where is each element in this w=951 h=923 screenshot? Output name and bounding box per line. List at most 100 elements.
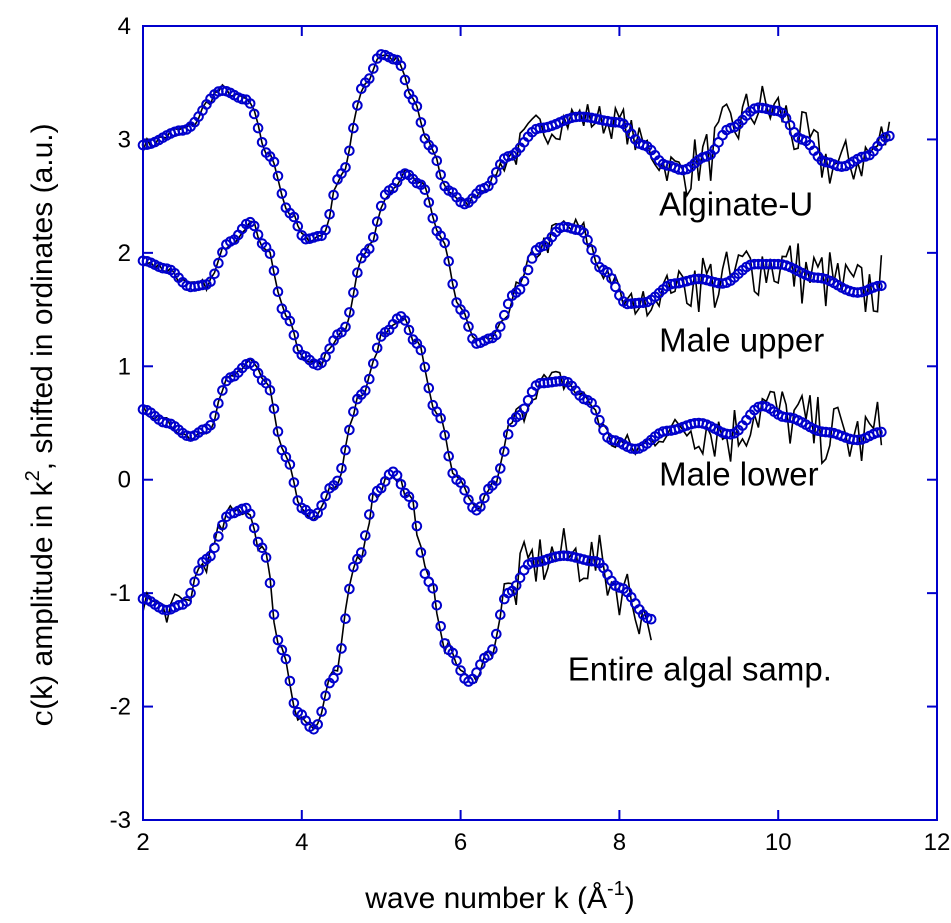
fit-point [332,475,343,487]
fit-point [205,276,216,288]
fit-point [419,361,431,373]
fit-point [272,286,284,298]
y-tick-label: 1 [118,353,131,380]
y-tick-label: 3 [118,126,131,153]
fit-point [264,577,276,589]
fit-point [399,315,411,326]
fit-point [284,675,296,687]
fit-point [356,547,367,558]
fit-point [459,309,470,320]
fit-point [387,53,399,65]
fit-point [264,385,276,396]
x-tick-label: 6 [454,829,467,856]
fit-point [244,508,256,520]
plot-frame [142,25,938,821]
fit-point [495,609,506,621]
fit-point [336,463,347,474]
fit-point [213,397,224,409]
fit-point [288,477,300,488]
fit-point [213,531,224,542]
fit-point [431,155,443,167]
fit-point [312,719,324,730]
y-tick-label: 4 [118,13,131,40]
fit-point [399,74,411,86]
x-tick-label: 10 [765,829,792,856]
fit-point [193,565,204,576]
fit-point [344,424,355,436]
fit-point [522,395,534,406]
fit-point [411,520,423,532]
fit-point [368,63,379,74]
fit-point [340,162,351,173]
fit-point [415,344,427,356]
fit-point [360,530,371,541]
fit-point [324,209,335,220]
fit-point [447,278,459,290]
fit-point [411,101,423,112]
fit-point [320,224,331,236]
fit-point [872,427,883,438]
fit-point [586,244,597,256]
fit-point [328,189,339,201]
fit-point [606,273,617,284]
fit-point [340,613,351,625]
fit-point [252,229,264,240]
fit-point [344,145,355,157]
fit-point [352,100,363,111]
fit-point [463,321,474,332]
fit-point [272,634,284,646]
fit-point [368,232,379,243]
fit-point [280,653,292,665]
fit-point [499,446,510,457]
series-label: Entire algal samp. [568,650,832,687]
fit-point [435,621,447,632]
fit-point [495,321,506,332]
x-tick-label: 8 [613,829,626,856]
y-tick-label: 0 [118,467,131,494]
fit-point [590,404,601,416]
fit-point [348,406,359,418]
fit-point [645,613,657,625]
fit-point [415,547,427,558]
fit-point [876,426,887,438]
series-label: Alginate-U [659,185,813,222]
fit-point [435,412,447,424]
fit-point [431,600,443,611]
fit-point [459,485,470,496]
fit-point [276,644,288,656]
y-tick-label: 2 [118,240,131,267]
fit-point [248,220,260,232]
fit-point [479,492,490,504]
fit-point [324,343,335,355]
fit-point [491,475,502,487]
fit-point [236,93,248,105]
fit-point [451,655,462,667]
fit-point [439,429,451,441]
fit-point [316,706,327,717]
fit-point [348,561,359,573]
fit-point [185,587,196,599]
fit-point [217,247,228,258]
y-tick-label: -2 [110,694,131,721]
fit-point [348,122,359,134]
fit-point [268,156,280,168]
x-tick-label: 2 [136,829,149,856]
fit-point [256,542,268,554]
fit-point [391,470,403,481]
fit-point [236,503,248,515]
x-axis-label: wave number k (Å-1) [364,878,635,915]
fit-point [407,499,419,511]
fit-point [364,373,375,385]
fit-point [475,501,486,513]
fit-point [288,211,300,223]
fit-point [189,576,200,588]
fit-point [205,420,216,431]
fit-point [491,329,502,341]
fit-point [371,342,383,354]
fit-point [415,117,427,128]
fit-point [213,257,224,269]
fit-point [209,268,220,280]
fit-point [348,287,359,298]
fit-point [252,122,264,134]
fit-point [320,351,331,363]
